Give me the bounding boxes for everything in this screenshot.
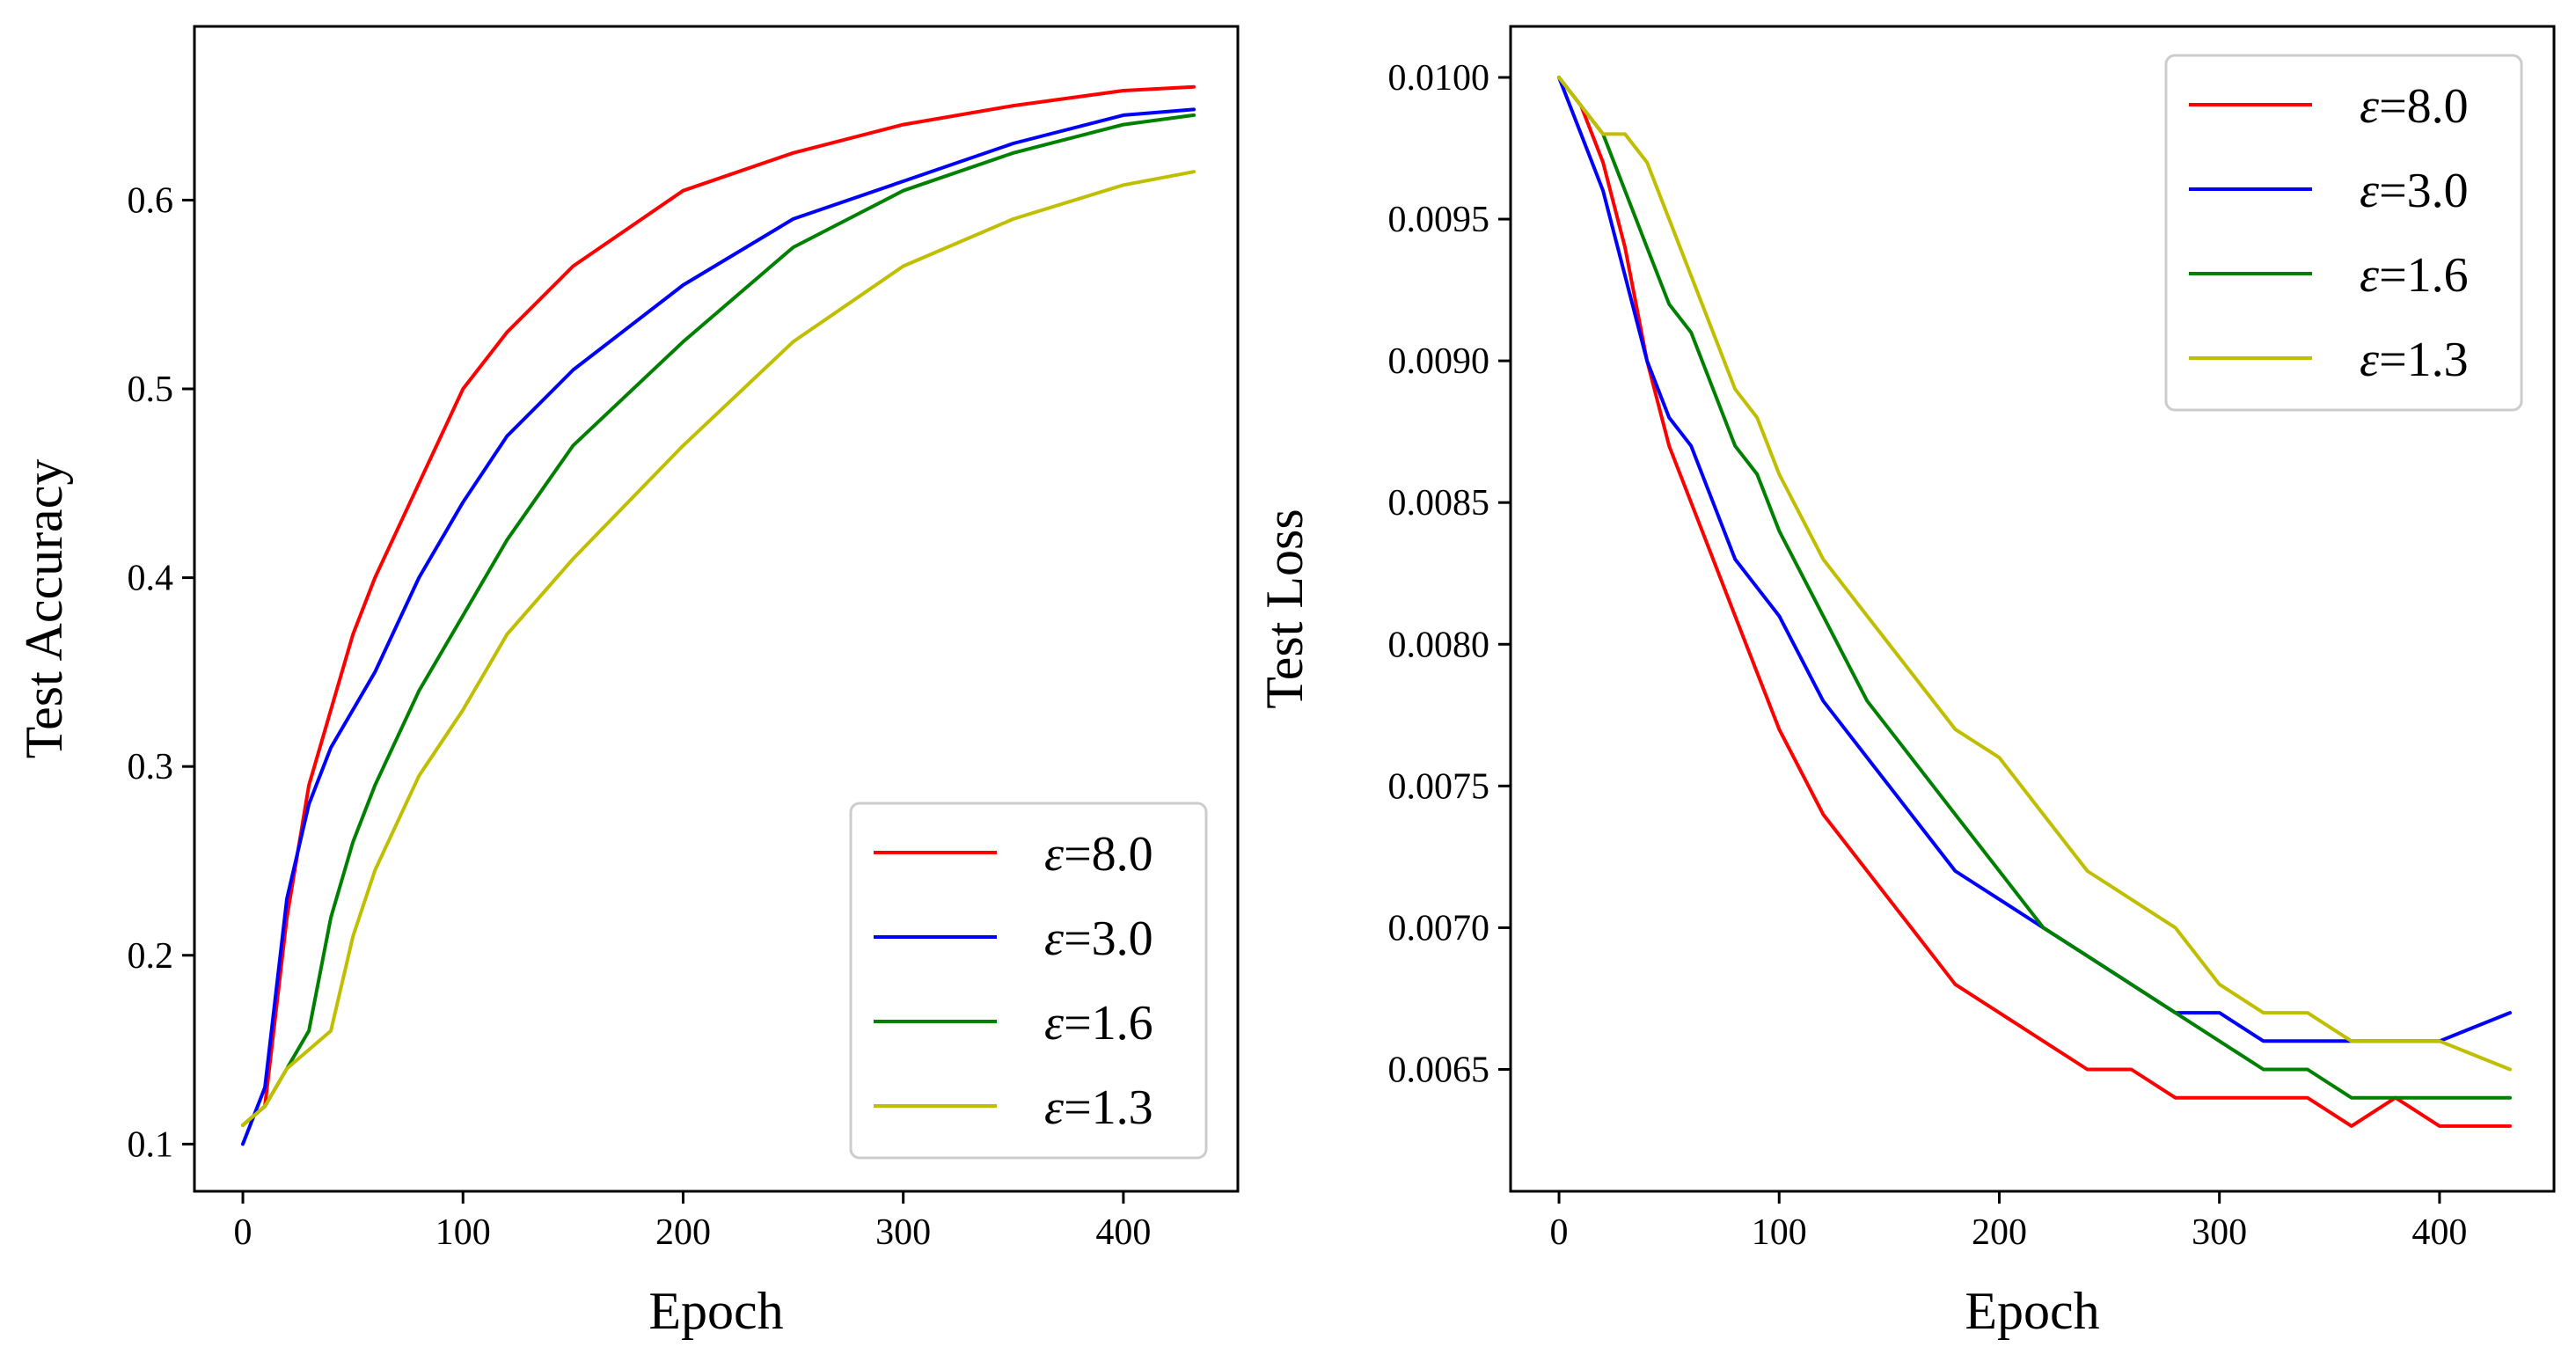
loss-y-tick-label: 0.0070 xyxy=(1388,908,1490,948)
accuracy-series-layer xyxy=(241,84,1196,1146)
loss-y-tick-label: 0.0075 xyxy=(1388,766,1490,807)
accuracy-legend-value: =1.6 xyxy=(1064,996,1153,1051)
accuracy-y-ticks: 0.1 0.2 0.3 0.4 0.5 0.6 xyxy=(128,180,194,1165)
accuracy-x-tick-label: 0 xyxy=(234,1212,252,1253)
loss-plot-frame xyxy=(1509,25,2556,1193)
loss-series-line-3 xyxy=(1557,76,2512,1072)
loss-legend-value: =3.0 xyxy=(2379,164,2469,218)
accuracy-series-line-1 xyxy=(241,107,1196,1146)
loss-y-tick-label: 0.0085 xyxy=(1388,483,1490,523)
loss-legend-symbol: ε xyxy=(2360,164,2380,218)
loss-x-tick-label: 0 xyxy=(1550,1212,1569,1253)
accuracy-y-tick-label: 0.6 xyxy=(128,180,174,221)
accuracy-legend-symbol: ε xyxy=(1044,1080,1065,1135)
loss-legend-symbol: ε xyxy=(2360,333,2380,387)
loss-series-layer xyxy=(1557,76,2512,1128)
accuracy-legend-label-1: ε=3.0 xyxy=(1044,911,1153,966)
loss-y-axis-label: Test Loss xyxy=(1255,509,1314,708)
accuracy-x-axis-label: Epoch xyxy=(648,1282,783,1340)
loss-x-tick-label: 100 xyxy=(1752,1212,1807,1253)
loss-legend-label-0: ε=8.0 xyxy=(2360,79,2469,134)
accuracy-plot-frame xyxy=(193,25,1240,1193)
loss-x-tick-label: 200 xyxy=(1972,1212,2027,1253)
loss-legend-value: =1.3 xyxy=(2379,333,2469,387)
accuracy-legend-symbol: ε xyxy=(1044,911,1065,966)
accuracy-legend-value: =3.0 xyxy=(1064,911,1153,966)
loss-legend-value: =1.6 xyxy=(2379,248,2469,303)
accuracy-x-tick-label: 400 xyxy=(1095,1212,1151,1253)
accuracy-x-tick-label: 300 xyxy=(875,1212,931,1253)
accuracy-legend-box xyxy=(849,802,1208,1160)
accuracy-y-tick-label: 0.1 xyxy=(128,1124,174,1165)
loss-legend-label-1: ε=3.0 xyxy=(2360,164,2469,218)
loss-x-tick-label: 300 xyxy=(2192,1212,2247,1253)
accuracy-legend-value: =1.3 xyxy=(1064,1080,1153,1135)
loss-x-tick-label: 400 xyxy=(2411,1212,2467,1253)
accuracy-legend-symbol: ε xyxy=(1044,996,1065,1051)
loss-y-tick-label: 0.0100 xyxy=(1388,58,1490,99)
loss-legend-box xyxy=(2164,54,2523,412)
accuracy-legend: ε=8.0ε=3.0ε=1.6ε=1.3 xyxy=(849,802,1208,1160)
accuracy-y-tick-label: 0.5 xyxy=(128,370,174,410)
accuracy-legend-value: =8.0 xyxy=(1064,827,1153,882)
accuracy-x-tick-label: 200 xyxy=(655,1212,711,1253)
loss-y-tick-label: 0.0095 xyxy=(1388,200,1490,240)
accuracy-legend-symbol: ε xyxy=(1044,827,1065,882)
accuracy-series-line-3 xyxy=(241,170,1196,1127)
loss-legend-symbol: ε xyxy=(2360,79,2380,134)
accuracy-y-tick-label: 0.3 xyxy=(128,747,174,787)
accuracy-series-line-2 xyxy=(241,113,1196,1127)
accuracy-y-axis-label: Test Accuracy xyxy=(15,459,73,759)
loss-series-line-1 xyxy=(1557,76,2512,1043)
loss-x-axis-label: Epoch xyxy=(1965,1282,2099,1340)
loss-legend: ε=8.0ε=3.0ε=1.6ε=1.3 xyxy=(2164,54,2523,412)
loss-y-tick-label: 0.0080 xyxy=(1388,625,1490,665)
loss-series-line-2 xyxy=(1557,76,2512,1100)
loss-legend-symbol: ε xyxy=(2360,248,2380,303)
accuracy-x-ticks: 0 100 200 300 400 xyxy=(234,1191,1151,1253)
loss-series-line-0 xyxy=(1557,76,2512,1128)
loss-y-tick-label: 0.0065 xyxy=(1388,1050,1490,1090)
accuracy-y-tick-label: 0.2 xyxy=(128,936,174,977)
loss-x-ticks: 0 100 200 300 400 xyxy=(1550,1191,2467,1253)
loss-y-ticks: 0.0065 0.0070 0.0075 0.0080 0.0085 0.0090 0.00… xyxy=(1388,58,1511,1090)
accuracy-legend-label-0: ε=8.0 xyxy=(1044,827,1153,882)
loss-y-tick-label: 0.0090 xyxy=(1388,341,1490,382)
accuracy-legend-label-3: ε=1.3 xyxy=(1044,1080,1153,1135)
accuracy-x-tick-label: 100 xyxy=(435,1212,491,1253)
accuracy-legend-label-2: ε=1.6 xyxy=(1044,996,1153,1051)
loss-chart: 0 100 200 300 400 0.00650.00700.00750.00800.… xyxy=(1255,25,2556,1340)
loss-legend-value: =8.0 xyxy=(2379,79,2469,134)
loss-legend-label-3: ε=1.3 xyxy=(2360,333,2469,387)
loss-legend-label-2: ε=1.6 xyxy=(2360,248,2469,303)
accuracy-y-tick-label: 0.4 xyxy=(128,559,174,599)
accuracy-chart: 0 100 200 300 400 0.1 0.2 0.3 0.4 0.5 0.6 Epoch T… xyxy=(15,25,1240,1340)
